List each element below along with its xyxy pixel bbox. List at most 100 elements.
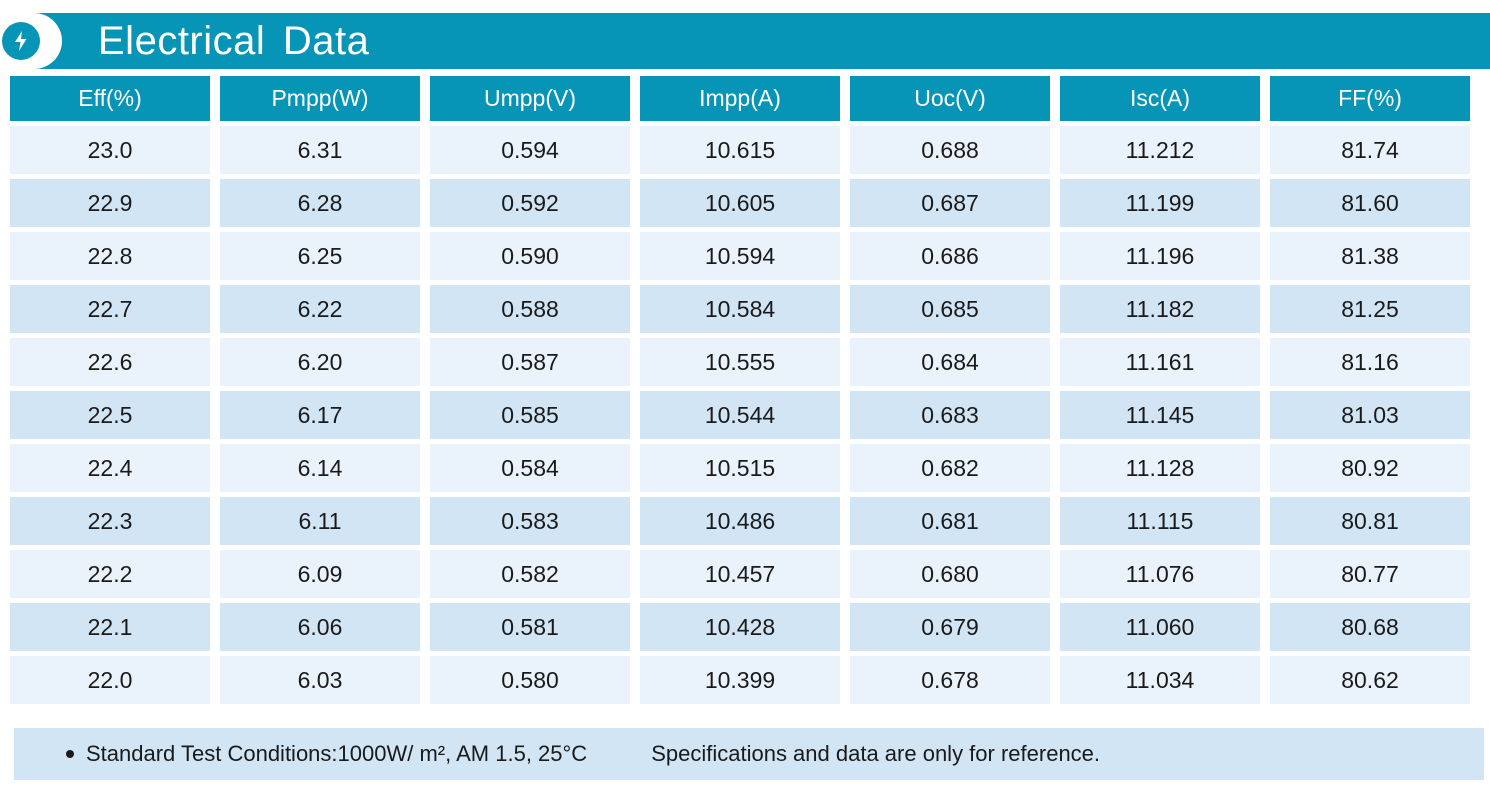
- table-cell: 0.688: [850, 126, 1050, 174]
- table-cell: 22.2: [10, 550, 210, 598]
- table-cell: 6.31: [220, 126, 420, 174]
- table-cell: 11.199: [1060, 179, 1260, 227]
- table-cell: 0.594: [430, 126, 630, 174]
- table-cell: 11.182: [1060, 285, 1260, 333]
- table-cell: 22.6: [10, 338, 210, 386]
- reference-note-text: Specifications and data are only for ref…: [651, 741, 1101, 766]
- column-header-uoc: Uoc(V): [850, 76, 1050, 121]
- title-badge: [0, 13, 62, 69]
- table-cell: 6.20: [220, 338, 420, 386]
- table-row: 22.0 6.03 0.580 10.399 0.678 11.034 80.62: [10, 656, 1470, 704]
- table-cell: 81.60: [1270, 179, 1470, 227]
- electrical-data-table: Eff(%) Pmpp(W) Umpp(V) Impp(A) Uoc(V) Is…: [0, 71, 1480, 709]
- table-cell: 11.196: [1060, 232, 1260, 280]
- table-cell: 11.161: [1060, 338, 1260, 386]
- table-cell: 22.3: [10, 497, 210, 545]
- table-cell: 22.7: [10, 285, 210, 333]
- table-cell: 22.1: [10, 603, 210, 651]
- page-title: Electrical Data: [98, 19, 370, 63]
- table-cell: 22.9: [10, 179, 210, 227]
- table-cell: 10.486: [640, 497, 840, 545]
- table-cell: 10.584: [640, 285, 840, 333]
- table-cell: 0.584: [430, 444, 630, 492]
- column-header-eff: Eff(%): [10, 76, 210, 121]
- table-cell: 0.678: [850, 656, 1050, 704]
- table-cell: 0.682: [850, 444, 1050, 492]
- table-cell: 11.034: [1060, 656, 1260, 704]
- column-header-isc: Isc(A): [1060, 76, 1260, 121]
- table-cell: 80.62: [1270, 656, 1470, 704]
- table-cell: 0.681: [850, 497, 1050, 545]
- table-cell: 0.590: [430, 232, 630, 280]
- table-row: 22.1 6.06 0.581 10.428 0.679 11.060 80.68: [10, 603, 1470, 651]
- table-cell: 11.115: [1060, 497, 1260, 545]
- table-cell: 80.92: [1270, 444, 1470, 492]
- table-cell: 0.588: [430, 285, 630, 333]
- table-cell: 0.580: [430, 656, 630, 704]
- column-header-ff: FF(%): [1270, 76, 1470, 121]
- table-cell: 22.8: [10, 232, 210, 280]
- table-cell: 22.4: [10, 444, 210, 492]
- table-cell: 6.11: [220, 497, 420, 545]
- table-cell: 0.587: [430, 338, 630, 386]
- table-cell: 80.68: [1270, 603, 1470, 651]
- test-conditions-text: Standard Test Conditions:1000W/ m², AM 1…: [86, 741, 588, 766]
- table-row: 22.7 6.22 0.588 10.584 0.685 11.182 81.25: [10, 285, 1470, 333]
- table-cell: 11.212: [1060, 126, 1260, 174]
- table-cell: 0.592: [430, 179, 630, 227]
- table-cell: 6.28: [220, 179, 420, 227]
- table-cell: 11.145: [1060, 391, 1260, 439]
- table-cell: 80.81: [1270, 497, 1470, 545]
- table-cell: 6.22: [220, 285, 420, 333]
- table-cell: 0.687: [850, 179, 1050, 227]
- table-cell: 81.16: [1270, 338, 1470, 386]
- table-row: 22.9 6.28 0.592 10.605 0.687 11.199 81.60: [10, 179, 1470, 227]
- table-cell: 80.77: [1270, 550, 1470, 598]
- table-cell: 10.515: [640, 444, 840, 492]
- table-cell: 0.683: [850, 391, 1050, 439]
- table-cell: 10.428: [640, 603, 840, 651]
- column-header-umpp: Umpp(V): [430, 76, 630, 121]
- table-cell: 11.128: [1060, 444, 1260, 492]
- table-cell: 0.685: [850, 285, 1050, 333]
- table-cell: 10.399: [640, 656, 840, 704]
- table-cell: 0.585: [430, 391, 630, 439]
- bullet-icon: [66, 750, 74, 758]
- table-cell: 6.06: [220, 603, 420, 651]
- table-cell: 23.0: [10, 126, 210, 174]
- table-cell: 10.457: [640, 550, 840, 598]
- table-cell: 0.686: [850, 232, 1050, 280]
- table-body: 23.0 6.31 0.594 10.615 0.688 11.212 81.74 22.9 6…: [10, 126, 1470, 704]
- table-cell: 22.0: [10, 656, 210, 704]
- table-cell: 6.17: [220, 391, 420, 439]
- table-cell: 6.03: [220, 656, 420, 704]
- table-cell: 0.583: [430, 497, 630, 545]
- table-row: 22.4 6.14 0.584 10.515 0.682 11.128 80.92: [10, 444, 1470, 492]
- table-cell: 11.060: [1060, 603, 1260, 651]
- table-row: 22.2 6.09 0.582 10.457 0.680 11.076 80.77: [10, 550, 1470, 598]
- table-cell: 81.74: [1270, 126, 1470, 174]
- table-cell: 10.594: [640, 232, 840, 280]
- title-bar: Electrical Data: [0, 13, 1490, 69]
- table-cell: 10.555: [640, 338, 840, 386]
- lightning-bolt-icon: [2, 22, 40, 60]
- table-cell: 0.581: [430, 603, 630, 651]
- table-row: 22.8 6.25 0.590 10.594 0.686 11.196 81.38: [10, 232, 1470, 280]
- table-cell: 0.684: [850, 338, 1050, 386]
- table-cell: 81.25: [1270, 285, 1470, 333]
- table-cell: 10.605: [640, 179, 840, 227]
- table-cell: 81.38: [1270, 232, 1470, 280]
- table-cell: 10.615: [640, 126, 840, 174]
- column-header-impp: Impp(A): [640, 76, 840, 121]
- table-cell: 81.03: [1270, 391, 1470, 439]
- table-cell: 0.582: [430, 550, 630, 598]
- table-cell: 6.25: [220, 232, 420, 280]
- column-header-pmpp: Pmpp(W): [220, 76, 420, 121]
- table-cell: 22.5: [10, 391, 210, 439]
- table-cell: 10.544: [640, 391, 840, 439]
- table-header-row: Eff(%) Pmpp(W) Umpp(V) Impp(A) Uoc(V) Is…: [10, 76, 1470, 121]
- table-cell: 0.680: [850, 550, 1050, 598]
- footer-note-bar: Standard Test Conditions:1000W/ m², AM 1…: [14, 728, 1484, 780]
- table-cell: 11.076: [1060, 550, 1260, 598]
- table-cell: 6.09: [220, 550, 420, 598]
